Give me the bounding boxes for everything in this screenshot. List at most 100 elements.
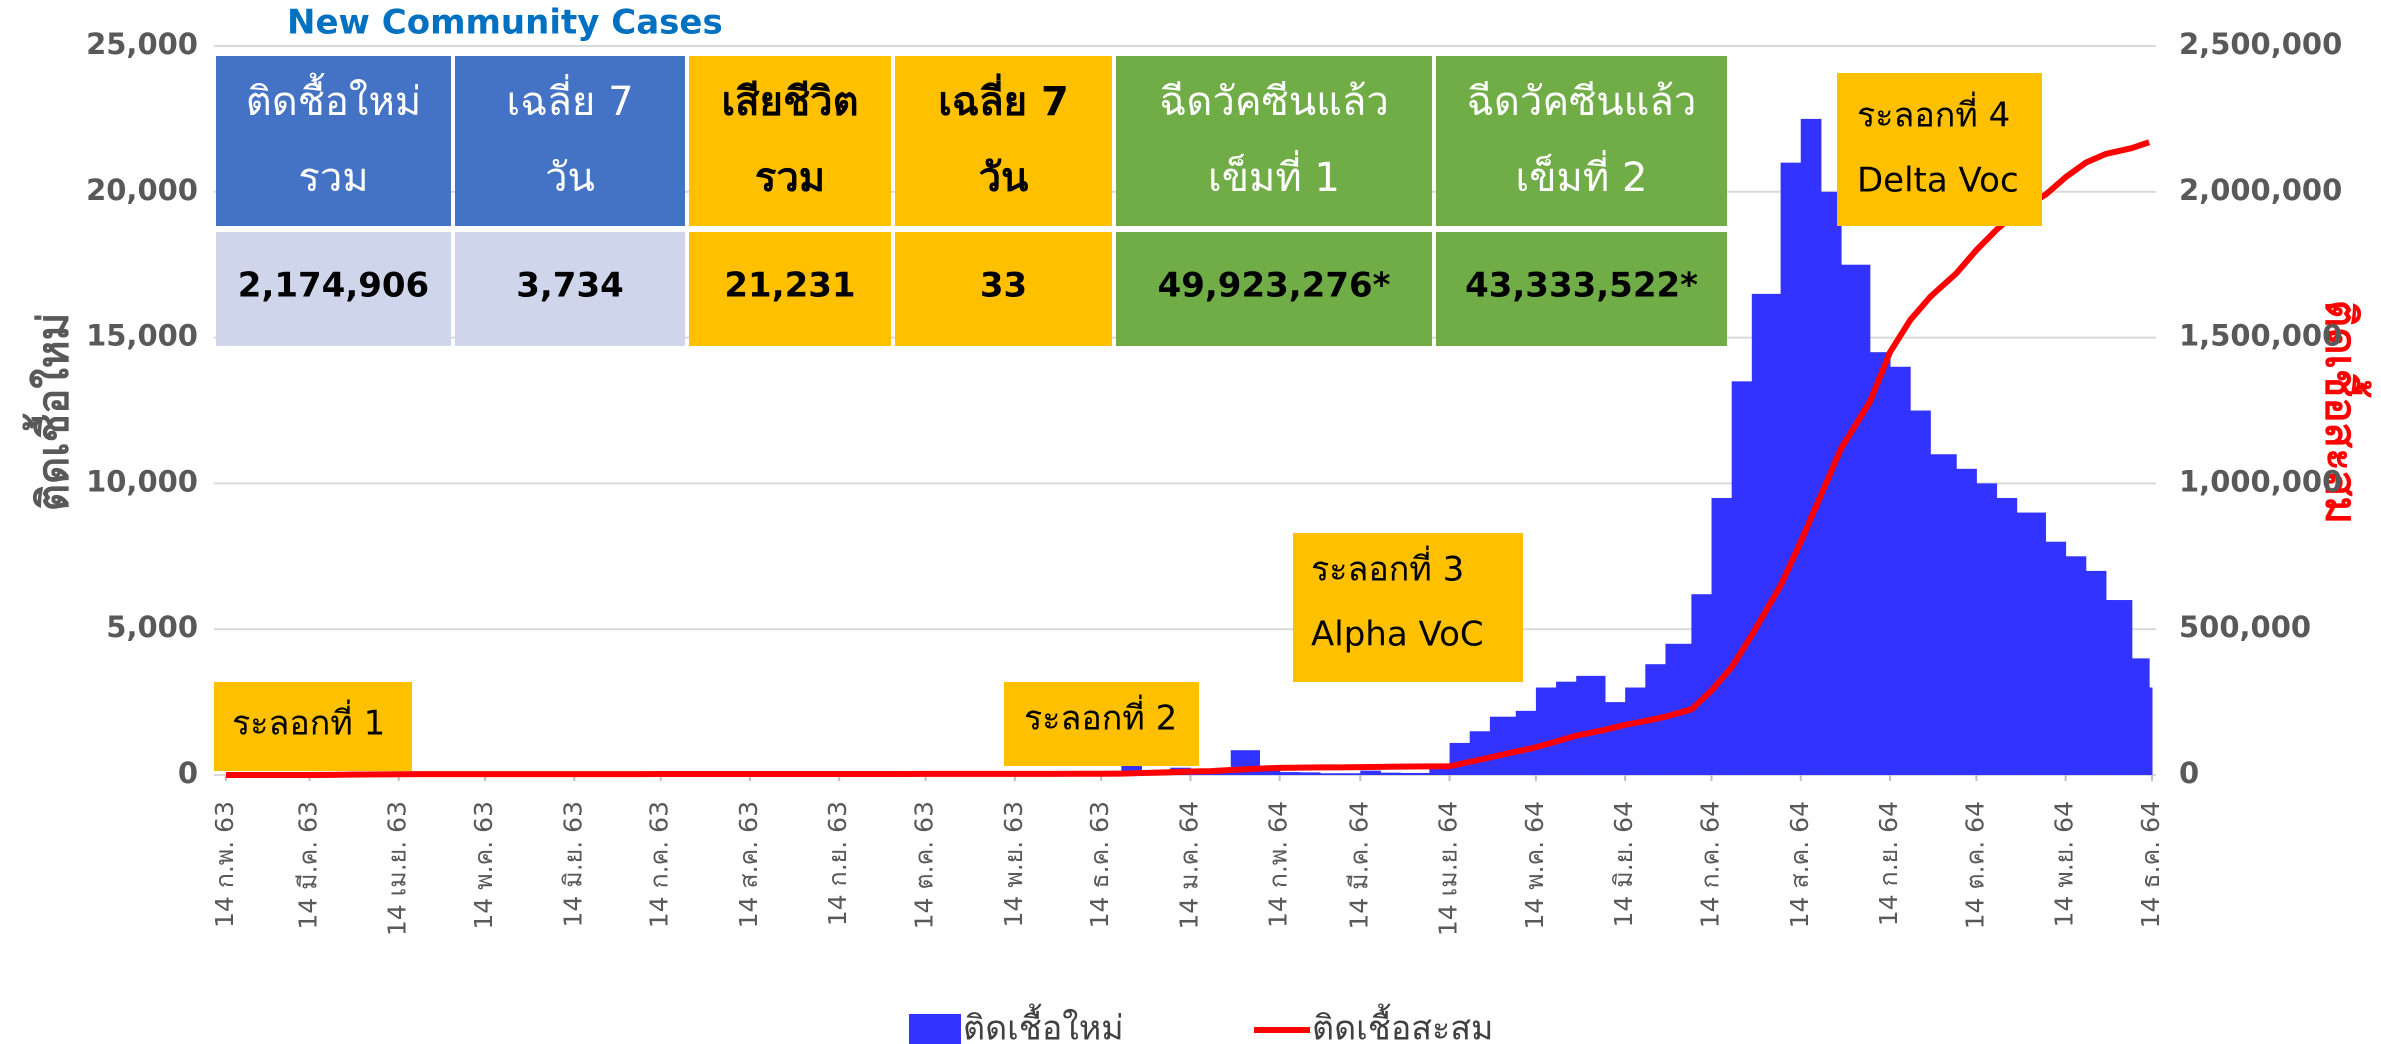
table-value-text: 3,734 bbox=[516, 266, 624, 306]
annotation-box bbox=[214, 682, 412, 771]
y2-tick-label: 0 bbox=[2179, 756, 2199, 790]
table-value-text: 33 bbox=[980, 266, 1027, 306]
bar bbox=[1996, 497, 2018, 775]
table-value-text: 21,231 bbox=[724, 266, 855, 306]
x-tick-label: 14 พ.ค. 64 bbox=[1520, 801, 1549, 930]
x-tick-label: 14 ธ.ค. 63 bbox=[1085, 801, 1114, 928]
bar bbox=[1340, 773, 1361, 775]
x-tick-label: 14 ส.ค. 63 bbox=[734, 801, 763, 928]
y-tick-label: 20,000 bbox=[86, 173, 198, 207]
y2-tick-label: 1,000,000 bbox=[2179, 464, 2342, 498]
x-tick-label: 14 เม.ย. 64 bbox=[1434, 801, 1463, 936]
line bbox=[226, 139, 2151, 778]
table-header-cell bbox=[689, 56, 891, 226]
x-tick-label: 14 พ.ค. 63 bbox=[469, 801, 498, 930]
y2-tick-label: 2,000,000 bbox=[2179, 173, 2342, 207]
y-tick-label: 10,000 bbox=[86, 464, 198, 498]
table-value-text: 43,333,522* bbox=[1465, 266, 1698, 306]
bar bbox=[1535, 687, 1557, 775]
x-tick-label: 14 มิ.ย. 64 bbox=[1609, 801, 1638, 928]
annotation-text: ระลอกที่ 4 bbox=[1857, 92, 2010, 136]
annotation-box bbox=[1293, 533, 1523, 682]
annotation-text: ระลอกที่ 3 bbox=[1311, 546, 1464, 590]
table-value-text: 49,923,276* bbox=[1158, 266, 1391, 306]
bar bbox=[1910, 410, 1931, 775]
x-tick-label: 14 เม.ย. 63 bbox=[383, 801, 412, 936]
bar bbox=[1869, 352, 1891, 775]
x-tick-label: 14 มิ.ย. 63 bbox=[558, 801, 587, 928]
x-tick-label: 14 ก.ค. 64 bbox=[1696, 801, 1725, 928]
table-value-cell bbox=[216, 232, 451, 346]
table-header-cell bbox=[895, 56, 1112, 226]
bar bbox=[1605, 702, 1626, 775]
bar bbox=[1380, 772, 1402, 775]
annotation-text: Alpha VoC bbox=[1311, 615, 1484, 655]
bar bbox=[2065, 556, 2087, 775]
bar bbox=[1576, 675, 1606, 775]
bar bbox=[1515, 710, 1537, 775]
bar bbox=[1731, 381, 1753, 775]
table-header-text: วัน bbox=[545, 155, 595, 201]
bar bbox=[1751, 293, 1782, 775]
table-value-cell bbox=[455, 232, 685, 346]
y2-tick-label: 2,500,000 bbox=[2179, 27, 2342, 61]
table-value-cell bbox=[1116, 232, 1432, 346]
annotation-box bbox=[1837, 73, 2042, 226]
bar bbox=[1299, 772, 1321, 775]
table-header-text: เสียชีวิต bbox=[721, 79, 858, 125]
x-tick-label: 14 พ.ย. 64 bbox=[2050, 801, 2079, 928]
table-header-text: ติดชื้อใหม่ bbox=[246, 72, 421, 125]
bar bbox=[1691, 594, 1713, 775]
table-value-cell bbox=[1436, 232, 1727, 346]
bar bbox=[1319, 773, 1341, 775]
x-tick-label: 14 ต.ค. 64 bbox=[1960, 801, 1989, 929]
table-header-text: เข็มที่ 1 bbox=[1208, 150, 1340, 201]
bar bbox=[1780, 162, 1802, 775]
bar bbox=[1429, 767, 1451, 775]
bar bbox=[2016, 512, 2046, 775]
y-tick-label: 0 bbox=[178, 756, 198, 790]
bar bbox=[1930, 454, 1957, 775]
bar bbox=[2105, 600, 2133, 775]
table-header-cell bbox=[455, 56, 685, 226]
x-tick-label: 14 ก.พ. 63 bbox=[210, 801, 239, 928]
bar bbox=[2085, 570, 2107, 775]
bar bbox=[1820, 191, 1842, 776]
bar bbox=[1469, 731, 1491, 775]
bar bbox=[1976, 483, 1998, 775]
table-header-cell bbox=[1116, 56, 1432, 226]
table-header-cell bbox=[216, 56, 451, 226]
table-header-text: เข็มที่ 2 bbox=[1516, 150, 1648, 201]
x-tick-label: 14 มี.ค. 64 bbox=[1344, 801, 1373, 930]
y-tick-label: 5,000 bbox=[106, 610, 198, 644]
bar bbox=[1279, 772, 1301, 775]
y2-axis-title: ติดเชื้อสะสม bbox=[2317, 300, 2373, 524]
x-tick-label: 14 ต.ค. 63 bbox=[910, 801, 939, 929]
table-header-text: เฉลี่ย 7 bbox=[506, 74, 633, 125]
table-header-text: รวม bbox=[298, 155, 368, 201]
table-header-cell bbox=[1436, 56, 1727, 226]
x-tick-label: 14 ก.ย. 64 bbox=[1874, 801, 1903, 926]
y2-tick-label: 1,500,000 bbox=[2179, 319, 2342, 353]
table-header-text: เฉลี่ย 7 bbox=[938, 73, 1069, 125]
y2-tick-label: 500,000 bbox=[2179, 610, 2311, 644]
y-tick-label: 25,000 bbox=[86, 27, 198, 61]
bar bbox=[2149, 687, 2153, 775]
table-header-text: วัน bbox=[979, 155, 1029, 201]
bar bbox=[1400, 772, 1430, 775]
bar bbox=[1800, 118, 1822, 775]
bar bbox=[2131, 658, 2150, 775]
annotation-box bbox=[1004, 682, 1199, 766]
bar bbox=[1556, 681, 1577, 775]
x-tick-label: 14 ก.พ. 64 bbox=[1264, 801, 1293, 928]
bar bbox=[1625, 687, 1646, 775]
table-header-text: รวม bbox=[755, 155, 825, 201]
chart-title: New Community Cases bbox=[287, 3, 723, 43]
legend-label: ติดเชื้อใหม่ bbox=[963, 1004, 1124, 1044]
bar bbox=[2045, 541, 2067, 775]
table-header-text: ฉีดวัคซีนแล้ว bbox=[1467, 79, 1697, 125]
bar bbox=[1711, 497, 1733, 775]
annotation-text: Delta Voc bbox=[1857, 161, 2019, 201]
annotation-text: ระลอกที่ 1 bbox=[232, 700, 385, 744]
table-value-cell bbox=[689, 232, 891, 346]
